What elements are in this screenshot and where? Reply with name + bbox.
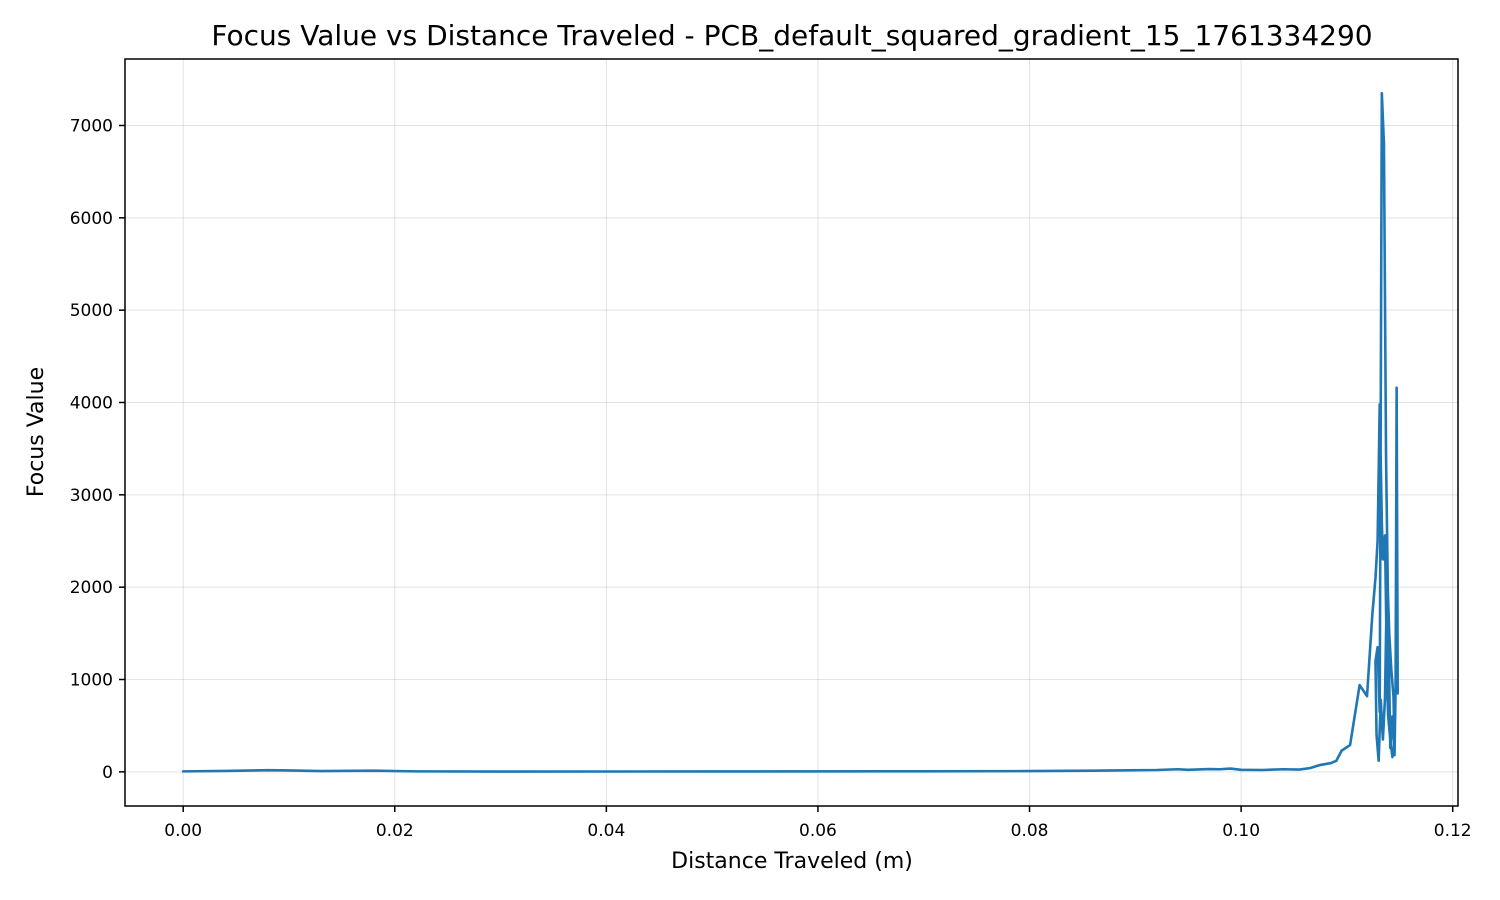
y-tick-label: 6000 (70, 209, 113, 229)
y-axis: 0 1000 2000 3000 4000 5000 6000 7000 (70, 116, 125, 783)
x-tick-label: 0.00 (164, 821, 202, 841)
x-tick-label: 0.06 (799, 821, 837, 841)
x-tick-label: 0.12 (1434, 821, 1472, 841)
y-axis-label: Focus Value (24, 367, 49, 497)
y-tick-label: 4000 (70, 393, 113, 413)
y-tick-label: 1000 (70, 670, 113, 690)
x-tick-label: 0.10 (1222, 821, 1260, 841)
y-tick-label: 5000 (70, 301, 113, 321)
x-tick-label: 0.04 (587, 821, 625, 841)
y-tick-label: 2000 (70, 578, 113, 598)
series-line-0 (181, 91, 1399, 773)
y-tick-label: 3000 (70, 486, 113, 506)
x-axis: 0.00 0.02 0.04 0.06 0.08 0.10 0.12 (164, 806, 1472, 841)
x-tick-label: 0.08 (1011, 821, 1049, 841)
x-tick-label: 0.02 (376, 821, 414, 841)
grid (125, 59, 1458, 806)
series-layer (181, 91, 1399, 773)
plot-frame (124, 58, 1459, 807)
chart-title: Focus Value vs Distance Traveled - PCB_d… (211, 19, 1372, 52)
y-tick-label: 0 (102, 763, 113, 783)
x-axis-label: Distance Traveled (m) (671, 849, 913, 874)
y-tick-label: 7000 (70, 116, 113, 136)
